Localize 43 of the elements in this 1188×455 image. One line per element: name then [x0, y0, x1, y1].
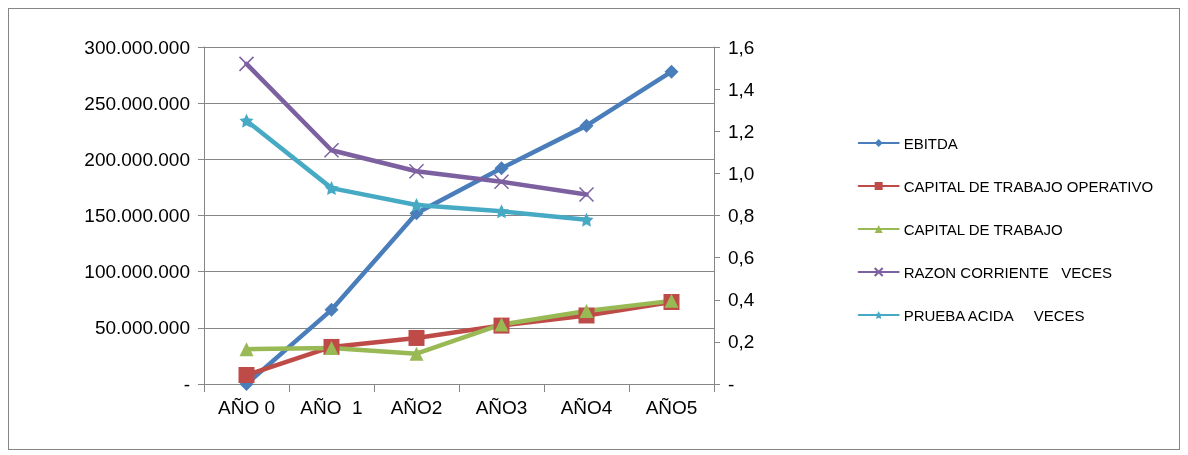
- point: [324, 181, 339, 196]
- point: [238, 367, 255, 384]
- point: [408, 329, 425, 346]
- y2-tick-label: 1,6: [728, 36, 755, 58]
- legend-label: RAZON CORRIENTE VECES: [903, 263, 1113, 281]
- point: [323, 142, 340, 158]
- y-tick-label: 300.000.000: [84, 36, 190, 58]
- point: [494, 161, 509, 176]
- point: [579, 118, 594, 133]
- x-tick-label: AÑO4: [560, 397, 613, 418]
- point: [408, 163, 425, 180]
- y2-tick-label: 1,2: [728, 120, 755, 142]
- y2-tick-label: 0,6: [728, 247, 755, 269]
- x-tick-label: AÑO 0: [217, 397, 276, 418]
- legend-label: CAPITAL DE TRABAJO: [903, 220, 1063, 238]
- y2-tick-label: 0,2: [728, 331, 755, 353]
- point: [239, 342, 254, 357]
- y-tick-label: -: [183, 373, 190, 395]
- y2-tick-label: 0,4: [728, 289, 755, 311]
- y-tick-label: 200.000.000: [84, 148, 190, 170]
- y-tick-label: 100.000.000: [84, 261, 190, 283]
- legend-label: EBITDA: [903, 134, 958, 152]
- point: [324, 302, 339, 317]
- x-tick-label: AÑO 1: [300, 397, 363, 418]
- legend-label: CAPITAL DE TRABAJO OPERATIVO: [903, 177, 1154, 195]
- point: [238, 56, 255, 72]
- y2-tick-label: 0,8: [728, 205, 755, 226]
- x-tick-label: AÑO5: [645, 397, 698, 418]
- legend-label: PRUEBA ACIDA VECES: [903, 306, 1085, 324]
- x-tick-label: AÑO3: [475, 397, 528, 418]
- point: [664, 64, 679, 79]
- y-tick-label: 250.000.000: [84, 92, 190, 114]
- y2-tick-label: 1,4: [728, 78, 755, 100]
- x-tick-label: AÑO2: [390, 397, 443, 418]
- point: [493, 174, 510, 190]
- y2-tick-label: -: [728, 373, 735, 395]
- y-tick-label: 150.000.000: [84, 205, 190, 226]
- y2-tick-label: 1,0: [728, 162, 755, 184]
- point: [579, 303, 594, 318]
- point: [409, 346, 424, 361]
- point: [239, 113, 254, 128]
- y-tick-label: 50.000.000: [94, 317, 190, 339]
- point: [578, 186, 595, 203]
